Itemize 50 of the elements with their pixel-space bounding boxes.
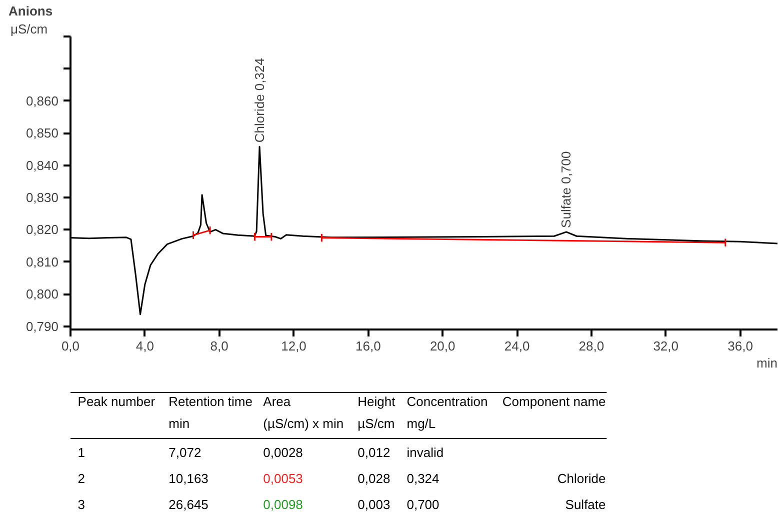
y-tick-label: 0,850 xyxy=(26,126,59,141)
x-tick-label: 4,0 xyxy=(136,338,154,354)
text: 2 xyxy=(78,471,86,486)
text: Component name xyxy=(502,394,606,409)
text: 7,072 xyxy=(168,445,202,460)
text: 0,028 xyxy=(358,471,390,486)
text: Chloride xyxy=(557,471,606,486)
y-tick-label: 0,840 xyxy=(26,158,59,173)
text: min xyxy=(168,416,190,431)
text: 0,012 xyxy=(358,445,390,460)
chart-title: Anions xyxy=(8,4,53,18)
x-tick-label: 28,0 xyxy=(578,338,604,354)
x-tick-label: 24,0 xyxy=(504,338,530,354)
text: (µS/cm) x min xyxy=(263,416,344,431)
text: 10,163 xyxy=(168,471,208,486)
text: mg/L xyxy=(406,416,436,431)
text: 0,0098 xyxy=(263,497,303,512)
x-tick-label: 12,0 xyxy=(281,338,306,354)
text: 26,645 xyxy=(168,497,208,512)
y-tick-label: 0,790 xyxy=(26,318,59,334)
y-tick-label: 0,810 xyxy=(26,254,59,270)
text: µS/cm xyxy=(358,416,395,431)
text: invalid xyxy=(406,445,444,460)
y-tick-label: 0,820 xyxy=(26,222,59,238)
x-tick-label: 20,0 xyxy=(430,338,456,354)
x-tick-label: 36,0 xyxy=(728,338,753,354)
y-tick-label: 0,830 xyxy=(26,190,59,205)
text: Sulfate xyxy=(565,497,606,512)
y-axis-title: μS/cm xyxy=(10,22,48,36)
annotation: Sulfate 0,700 xyxy=(558,151,574,228)
text: 0,003 xyxy=(358,497,390,512)
x-tick-label: 8,0 xyxy=(210,338,228,354)
text: Height xyxy=(358,394,396,409)
text: Peak number xyxy=(78,394,156,409)
x-axis-title: min xyxy=(756,356,778,370)
text: 0,700 xyxy=(406,497,440,512)
text: 0,0028 xyxy=(263,445,303,460)
text: 1 xyxy=(78,445,86,460)
y-tick-label: 0,800 xyxy=(26,286,59,302)
y-tick-label: 0,860 xyxy=(26,93,59,108)
x-tick-label: 16,0 xyxy=(356,338,381,354)
x-tick-label: 32,0 xyxy=(653,338,679,354)
text: 3 xyxy=(78,497,86,512)
text: Area xyxy=(263,394,292,409)
text: 0,0053 xyxy=(263,471,303,486)
text: Concentration xyxy=(406,394,488,409)
text: 0,324 xyxy=(406,471,440,486)
x-tick-label: 0,0 xyxy=(61,338,80,354)
annotation: Chloride 0,324 xyxy=(252,58,268,143)
text: Retention time xyxy=(168,394,252,409)
